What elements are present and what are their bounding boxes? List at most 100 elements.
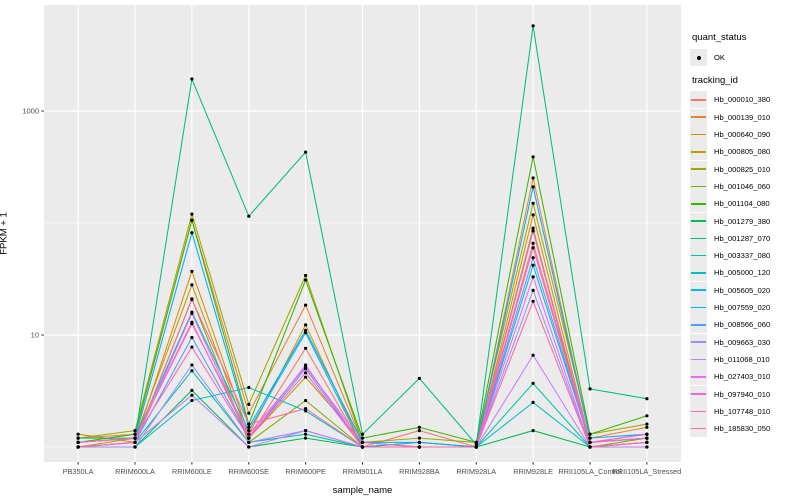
data-point: [474, 440, 478, 444]
data-point: [531, 241, 535, 245]
data-point: [531, 185, 535, 189]
legend-key-swatch: [690, 368, 707, 386]
legend-line-icon: [691, 202, 706, 205]
data-point: [190, 311, 194, 315]
data-point: [360, 432, 365, 436]
x-tick-label: RRIM928BA: [399, 467, 440, 476]
data-point: [531, 176, 535, 180]
data-point: [133, 429, 137, 433]
x-tick-label: RRII105LA_Stressed: [613, 467, 682, 476]
data-point: [531, 275, 535, 279]
data-point: [531, 246, 535, 250]
data-point: [190, 231, 194, 235]
data-point: [531, 299, 535, 303]
legend-key-swatch: [690, 402, 707, 420]
legend-line-icon: [691, 185, 706, 188]
data-point: [531, 229, 535, 233]
data-point: [645, 422, 649, 426]
data-point: [190, 298, 194, 302]
data-point: [304, 328, 308, 332]
data-point: [247, 385, 251, 390]
legend-line-icon: [691, 254, 706, 257]
legend-label: Hb_011068_010: [714, 354, 770, 364]
data-point: [247, 432, 251, 436]
data-point: [588, 432, 592, 436]
data-point: [304, 323, 308, 327]
data-point: [304, 432, 308, 436]
data-point: [247, 402, 251, 406]
legend-line-icon: [691, 237, 706, 240]
data-point: [417, 445, 421, 449]
data-point: [190, 388, 194, 392]
legend-key-swatch: [690, 177, 707, 195]
legend-line-icon: [691, 324, 706, 326]
y-tick-label: 1000: [22, 107, 39, 116]
data-point: [304, 331, 308, 335]
data-point: [531, 201, 535, 205]
x-tick-label: RRIM600LE: [172, 467, 212, 476]
legend-label: Hb_097940_010: [714, 389, 771, 399]
legend-label: Hb_107748_010: [714, 406, 771, 416]
legend-key-swatch: [690, 385, 707, 403]
data-point: [190, 269, 194, 273]
data-point: [247, 425, 251, 429]
data-point: [531, 263, 535, 267]
data-point: [304, 407, 308, 411]
legend-label: Hb_001279_380: [714, 216, 771, 226]
legend-label: Hb_000805_080: [714, 147, 771, 157]
legend-key-swatch: [690, 143, 707, 161]
legend-label: Hb_001046_060: [714, 181, 771, 191]
data-point: [531, 155, 535, 159]
legend-line-icon: [691, 427, 706, 430]
data-point: [474, 443, 478, 447]
data-point: [190, 77, 194, 81]
data-point: [190, 218, 194, 222]
legend-line-icon: [691, 393, 706, 395]
data-point: [360, 436, 365, 440]
legend-line-icon: [691, 410, 706, 413]
legend-line-icon: [691, 116, 706, 119]
data-point: [645, 445, 649, 449]
data-point: [133, 445, 137, 449]
legend-label: Hb_000139_010: [714, 112, 771, 122]
legend-key-swatch: [690, 281, 707, 299]
data-point: [304, 375, 308, 379]
data-point: [645, 414, 649, 418]
data-point: [531, 429, 535, 433]
data-point: [360, 445, 365, 449]
x-tick-label: RRII105LA_Control: [558, 467, 622, 476]
data-point: [190, 283, 194, 287]
data-point: [588, 440, 592, 444]
legend-key-swatch: [690, 108, 707, 126]
data-point: [417, 425, 421, 429]
data-point: [133, 436, 137, 440]
data-point: [304, 365, 308, 369]
data-point: [304, 346, 308, 350]
data-point: [304, 371, 308, 375]
data-point: [531, 213, 535, 217]
ok-point-icon: [696, 55, 701, 60]
legend-line-icon: [691, 99, 706, 101]
legend-label: Hb_007559_020: [714, 303, 771, 312]
legend-key-swatch: [690, 247, 707, 265]
legend-label: Hb_005000_120: [714, 268, 771, 278]
y-axis-title: FPKM + 1: [0, 212, 10, 255]
legend-line-icon: [691, 272, 706, 274]
data-point: [247, 411, 251, 415]
data-point: [645, 425, 649, 429]
x-tick-label: RRIM901LA: [343, 467, 383, 476]
legend-key-swatch: [690, 316, 707, 334]
legend-label: Hb_000825_010: [714, 164, 771, 174]
data-point: [133, 440, 137, 444]
data-point: [531, 256, 535, 260]
data-point: [247, 429, 251, 433]
legend-line-icon: [691, 133, 706, 136]
data-point: [304, 273, 308, 278]
data-point: [588, 387, 592, 391]
data-point: [304, 150, 308, 154]
data-point: [190, 322, 194, 326]
data-point: [588, 445, 592, 449]
legend-line-icon: [691, 375, 706, 378]
legend-label: Hb_009663_030: [714, 337, 771, 347]
